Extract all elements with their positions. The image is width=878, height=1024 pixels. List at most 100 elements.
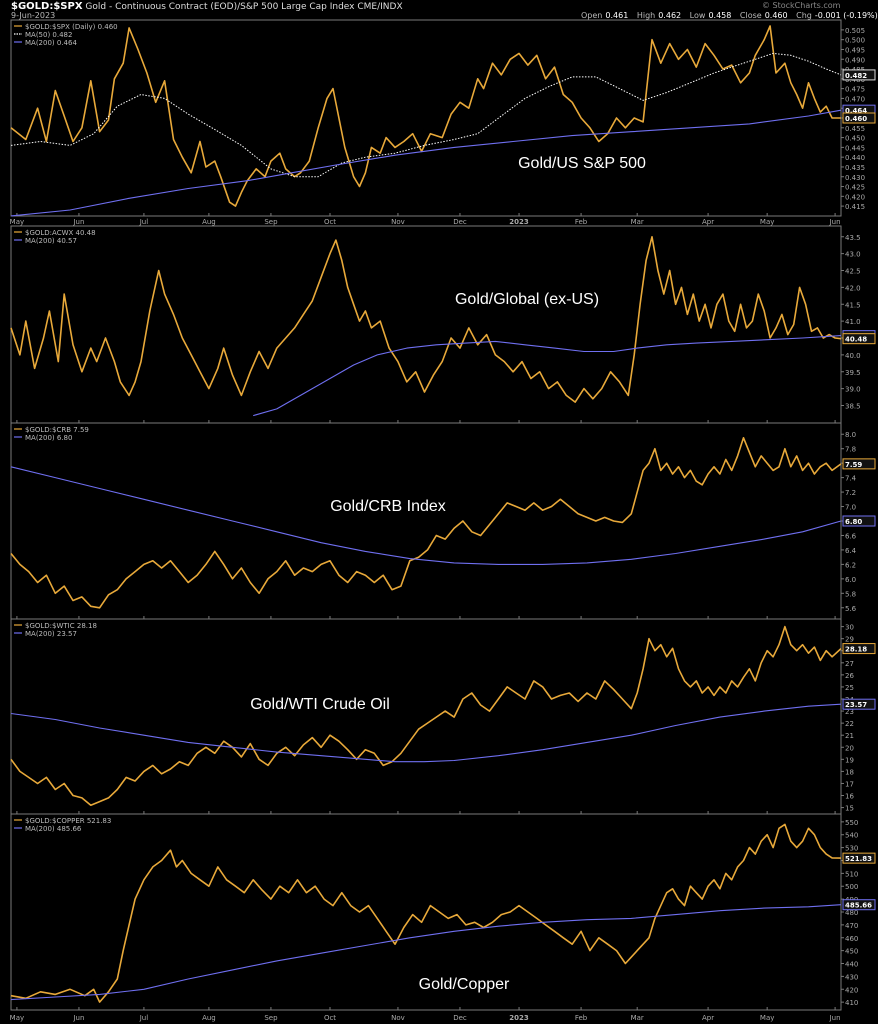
y-tick-label: 8.0 xyxy=(845,431,856,439)
low-value: 0.458 xyxy=(708,11,732,20)
panel-1: 0.5050.5000.4950.4900.4850.4800.4750.470… xyxy=(10,19,876,217)
last-value-tag: 0.482 xyxy=(845,72,867,80)
y-tick-label: 40.0 xyxy=(845,352,861,360)
y-tick-label: 41.0 xyxy=(845,318,861,326)
y-tick-label: 43.5 xyxy=(845,234,861,242)
y-tick-label: 0.470 xyxy=(845,95,865,103)
y-tick-label: 0.440 xyxy=(845,154,865,162)
x-tick-label: Sep xyxy=(264,1014,278,1022)
y-tick-label: 0.430 xyxy=(845,174,865,182)
chart-title: $GOLD:$SPX Gold - Continuous Contract (E… xyxy=(11,1,403,12)
y-tick-label: 0.415 xyxy=(845,203,865,211)
y-tick-label: 7.4 xyxy=(845,475,857,483)
y-tick-label: 15 xyxy=(845,805,854,813)
panel-annotation: Gold/Copper xyxy=(419,976,510,993)
y-tick-label: 0.490 xyxy=(845,56,865,64)
x-tick-label: Oct xyxy=(324,218,336,226)
last-value-tag-box xyxy=(842,69,876,81)
y-tick-label: 0.495 xyxy=(845,46,865,54)
chart-description: Gold - Continuous Contract (EOD)/S&P 500… xyxy=(85,2,403,12)
y-tick-label: 17 xyxy=(845,780,854,788)
series-line-ma50 xyxy=(10,52,842,178)
x-tick-label: May xyxy=(760,218,774,226)
series-line-price xyxy=(10,236,842,403)
y-tick-label: 7.2 xyxy=(845,489,856,497)
x-tick-label: 2023 xyxy=(509,218,529,226)
last-value-tag: 6.80 xyxy=(845,518,862,526)
y-tick-label: 0.450 xyxy=(845,135,865,143)
y-tick-label: 39.5 xyxy=(845,369,861,377)
series-line-ma200 xyxy=(10,466,842,565)
open-label: Open xyxy=(581,11,603,20)
y-tick-label: 42.5 xyxy=(845,268,861,276)
legend-label: MA(200) 23.57 xyxy=(25,630,77,638)
series-line-ma200 xyxy=(253,335,842,417)
last-value-tag: 7.59 xyxy=(845,461,862,469)
last-value-tag: 485.66 xyxy=(845,902,872,910)
y-tick-label: 6.0 xyxy=(845,576,856,584)
y-tick-label: 16 xyxy=(845,793,854,801)
legend-label: MA(200) 0.464 xyxy=(25,39,77,47)
x-tick-label: Feb xyxy=(575,218,588,226)
chart-symbol: $GOLD:$SPX xyxy=(11,1,83,12)
open-value: 0.461 xyxy=(605,11,629,20)
x-tick-label: Mar xyxy=(631,218,644,226)
panel-frame xyxy=(10,19,842,217)
y-tick-label: 410 xyxy=(845,999,858,1007)
panel-annotation: Gold/US S&P 500 xyxy=(518,155,646,172)
x-tick-label: Mar xyxy=(631,1014,644,1022)
y-tick-label: 480 xyxy=(845,909,858,917)
panel-frame xyxy=(10,422,842,620)
y-tick-label: 0.455 xyxy=(845,125,865,133)
last-value-tag: 40.48 xyxy=(845,336,867,344)
y-tick-label: 19 xyxy=(845,756,854,764)
series-line-price xyxy=(10,436,842,609)
ohlc-readout: Open 0.461 High 0.462 Low 0.458 Close 0.460 … xyxy=(581,11,878,20)
x-tick-label: Dec xyxy=(453,1014,467,1022)
high-value: 0.462 xyxy=(658,11,682,20)
last-value-tag-box xyxy=(842,643,876,655)
x-tick-label: Feb xyxy=(575,1014,588,1022)
series-line-ma200 xyxy=(10,904,842,1001)
y-tick-label: 470 xyxy=(845,922,858,930)
x-tick-label: Aug xyxy=(202,218,216,226)
y-tick-label: 6.4 xyxy=(845,547,857,555)
y-tick-label: 460 xyxy=(845,935,858,943)
panel-frame xyxy=(10,618,842,815)
last-value-tag: 23.57 xyxy=(845,701,867,709)
series-line-ma200 xyxy=(10,703,842,763)
legend-label: MA(200) 485.66 xyxy=(25,825,82,833)
x-tick-label: Jul xyxy=(139,218,149,226)
panel-2: 43.543.042.542.041.541.040.540.039.539.0… xyxy=(10,225,876,424)
y-tick-label: 0.445 xyxy=(845,144,865,152)
legend-label: $GOLD:$CRB 7.59 xyxy=(25,426,89,434)
y-tick-label: 7.0 xyxy=(845,504,856,512)
x-tick-label: Sep xyxy=(264,218,278,226)
series-line-price xyxy=(10,625,842,807)
y-tick-label: 38.5 xyxy=(845,403,861,411)
close-label: Close xyxy=(739,11,762,20)
low-label: Low xyxy=(689,11,706,20)
last-value-tag-box xyxy=(842,852,876,864)
y-tick-label: 550 xyxy=(845,819,858,827)
legend-label: $GOLD:$WTIC 28.18 xyxy=(25,622,97,630)
panel-3: 8.07.87.67.47.27.06.86.66.46.26.05.85.67… xyxy=(10,422,876,620)
panel-5: 5505405305205105004904804704604504404304… xyxy=(10,813,876,1011)
y-tick-label: 30 xyxy=(845,624,854,632)
y-tick-label: 430 xyxy=(845,973,858,981)
x-tick-label: Jun xyxy=(72,218,84,226)
y-tick-label: 25 xyxy=(845,684,854,692)
close-value: 0.460 xyxy=(764,11,788,20)
chg-label: Chg xyxy=(796,11,812,20)
y-tick-label: 5.6 xyxy=(845,605,857,613)
last-value-tag-box xyxy=(842,112,876,124)
legend-label: $GOLD:$COPPER 521.83 xyxy=(25,817,111,825)
x-tick-label: Oct xyxy=(324,1014,336,1022)
y-tick-label: 20 xyxy=(845,744,854,752)
panel-annotation: Gold/WTI Crude Oil xyxy=(250,696,390,713)
x-tick-label: May xyxy=(10,218,24,226)
legend-label: MA(50) 0.482 xyxy=(25,31,72,39)
last-value-tag: 0.460 xyxy=(845,115,867,123)
y-tick-label: 0.435 xyxy=(845,164,865,172)
